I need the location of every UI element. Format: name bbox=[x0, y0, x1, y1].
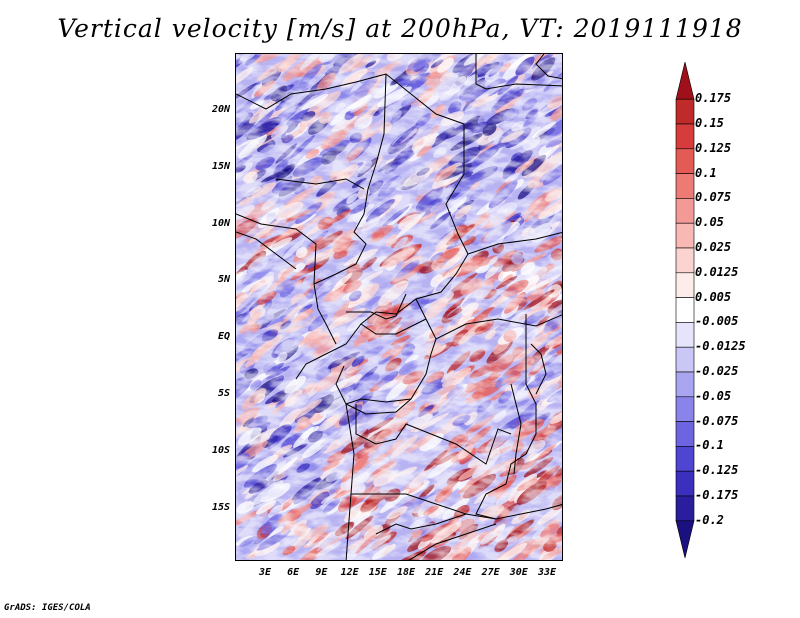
colorbar-bin bbox=[675, 495, 695, 522]
lon-label: 12E bbox=[340, 567, 359, 578]
lon-label: 33E bbox=[537, 567, 557, 578]
colorbar bbox=[675, 62, 695, 558]
colorbar-bin bbox=[675, 272, 695, 298]
colorbar-bin bbox=[675, 222, 695, 249]
vertical-velocity-map bbox=[235, 53, 563, 561]
lon-label: 15E bbox=[368, 567, 387, 578]
colorbar-bin bbox=[675, 297, 695, 323]
colorbar-bin bbox=[675, 148, 695, 174]
colorbar-bin bbox=[675, 446, 695, 472]
lon-label: 24E bbox=[453, 567, 472, 578]
lat-label: 5S bbox=[217, 388, 230, 399]
colorbar-bin bbox=[675, 421, 695, 447]
colorbar-tick-label: -0.2 bbox=[695, 512, 724, 527]
lon-label: 18E bbox=[396, 567, 416, 578]
lon-label: 21E bbox=[425, 567, 444, 578]
colorbar-tick-label: 0.05 bbox=[695, 215, 724, 230]
colorbar-tick-label: 0.025 bbox=[695, 240, 732, 254]
colorbar-bin bbox=[675, 520, 695, 558]
colorbar-tick-label: 0.005 bbox=[695, 289, 732, 304]
colorbar-bin bbox=[675, 371, 695, 398]
lon-label: 3E bbox=[258, 567, 272, 578]
colorbar-tick-label: -0.025 bbox=[695, 364, 739, 378]
lon-label: 27E bbox=[481, 567, 500, 578]
lat-label: 15N bbox=[211, 160, 230, 172]
colorbar-bin bbox=[675, 198, 695, 224]
colorbar-bin bbox=[675, 346, 695, 373]
colorbar-tick-label: 0.175 bbox=[695, 91, 732, 106]
lat-label: 20N bbox=[211, 104, 230, 115]
colorbar-tick-label: 0.0125 bbox=[695, 264, 739, 279]
colorbar-bin bbox=[675, 247, 695, 274]
velocity-field bbox=[236, 54, 562, 560]
colorbar-bin bbox=[675, 396, 695, 422]
colorbar-tick-label: -0.075 bbox=[695, 413, 739, 428]
lat-label: 10S bbox=[211, 444, 230, 456]
colorbar-tick-label: 0.1 bbox=[695, 165, 717, 180]
colorbar-bin bbox=[675, 123, 695, 150]
colorbar-tick-label: 0.075 bbox=[695, 190, 732, 205]
colorbar-bin bbox=[675, 98, 695, 125]
credit-text: GrADS: IGES/COLA bbox=[4, 603, 91, 613]
lat-label: 5N bbox=[217, 274, 230, 286]
colorbar-tick-label: -0.0125 bbox=[695, 339, 746, 354]
colorbar-tick-label: -0.1 bbox=[695, 438, 724, 453]
colorbar-bin bbox=[675, 173, 695, 199]
colorbar-bin bbox=[675, 322, 695, 348]
country-borders bbox=[236, 54, 562, 560]
colorbar-tick-label: 0.15 bbox=[695, 116, 724, 130]
colorbar-bin bbox=[675, 62, 695, 100]
lat-label: EQ bbox=[217, 331, 230, 343]
colorbar-tick-label: -0.005 bbox=[695, 314, 739, 329]
lon-label: 30E bbox=[509, 567, 528, 578]
colorbar-tick-label: -0.175 bbox=[695, 488, 739, 502]
map-title: Vertical velocity [m/s] at 200hPa, VT: 2… bbox=[57, 14, 743, 43]
colorbar-tick-label: -0.05 bbox=[695, 388, 732, 403]
colorbar-tick-label: -0.125 bbox=[695, 463, 739, 478]
lon-label: 9E bbox=[315, 567, 328, 578]
colorbar-tick-label: 0.125 bbox=[695, 140, 732, 155]
lat-label: 10N bbox=[211, 217, 230, 229]
lon-label: 6E bbox=[287, 567, 300, 578]
colorbar-bin bbox=[675, 470, 695, 497]
lat-label: 15S bbox=[211, 501, 230, 513]
